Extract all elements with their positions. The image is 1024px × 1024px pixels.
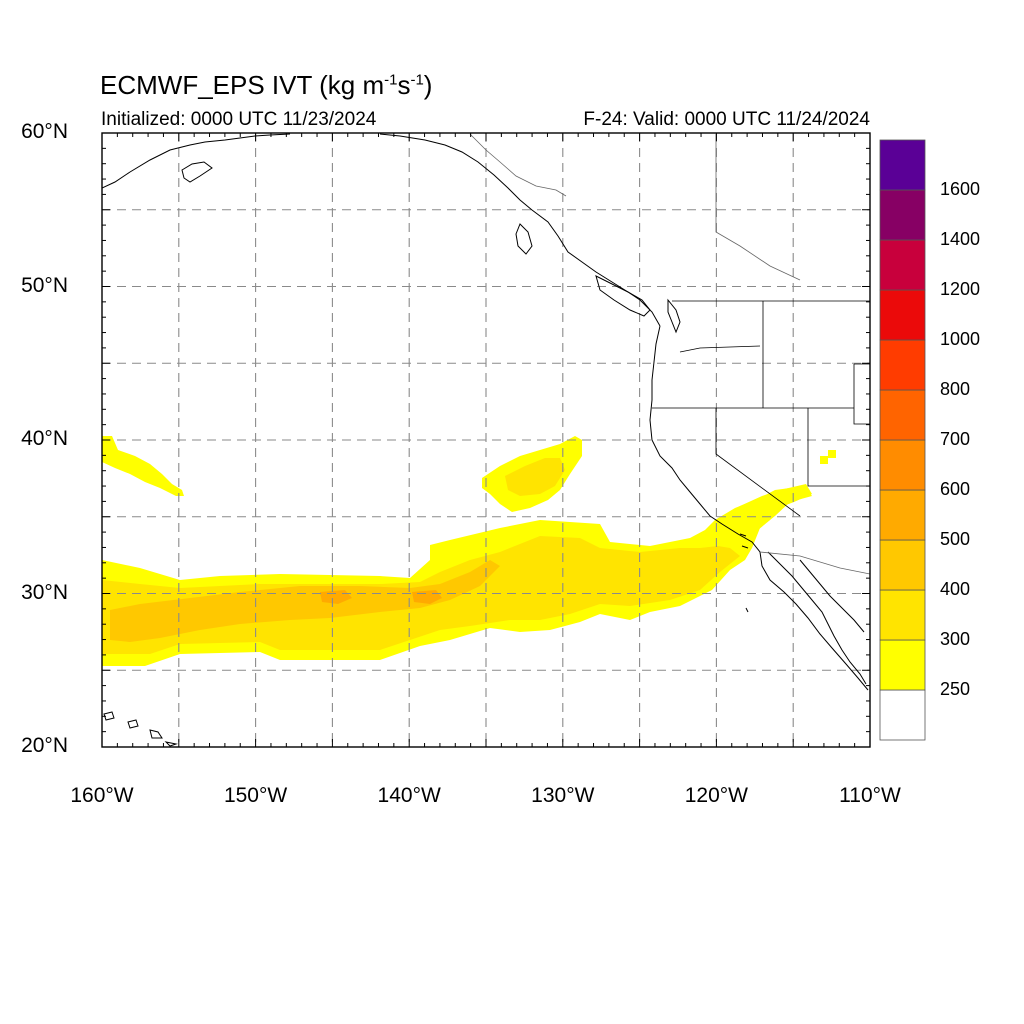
haida-gwaii — [515, 223, 533, 255]
colorbar-swatch — [879, 189, 926, 241]
colorbar-label: 1400 — [940, 229, 981, 249]
colorbar-label: 300 — [940, 629, 971, 649]
ar-band-inner — [110, 560, 500, 642]
vancouver-island — [595, 275, 651, 317]
alaska-coast — [102, 133, 291, 189]
lon-label: 130°W — [531, 784, 595, 807]
colorbar-label: 250 — [940, 679, 971, 699]
colorbar-swatch — [879, 239, 926, 291]
colorbar-label: 600 — [940, 479, 971, 499]
colorbar-label: 400 — [940, 579, 971, 599]
tick-marks — [101, 132, 871, 748]
colorbar — [879, 139, 926, 741]
coastlines — [102, 133, 870, 747]
puget-sound — [667, 298, 681, 334]
lon-label: 110°W — [839, 784, 901, 807]
colorbar-swatch — [879, 389, 926, 441]
colorbar-label: 800 — [940, 379, 971, 399]
lon-label: 140°W — [377, 784, 441, 807]
colorbar-swatch — [879, 139, 926, 191]
colorbar-label: 1600 — [940, 179, 981, 199]
colorbar-swatch — [879, 439, 926, 491]
us-state-borders — [652, 301, 870, 517]
gulf-of-california — [799, 559, 865, 633]
ivt-cell — [820, 456, 828, 464]
lat-label: 60°N — [21, 120, 68, 143]
mexico-border — [759, 551, 870, 575]
baja-peninsula — [767, 551, 867, 685]
colorbar-label: 500 — [940, 529, 971, 549]
lon-label: 120°W — [684, 784, 749, 807]
lat-label: 50°N — [21, 273, 68, 297]
initialized-time: Initialized: 0000 UTC 11/23/2024 — [101, 109, 377, 130]
lon-label: 150°W — [223, 784, 288, 807]
colorbar-label: 1200 — [940, 279, 981, 299]
lat-label: 30°N — [21, 580, 68, 604]
lon-label: 160°W — [70, 784, 134, 807]
ivt-shading — [102, 436, 836, 666]
ivt-blob-northwest — [102, 436, 184, 496]
colorbar-swatch — [879, 689, 926, 741]
colorbar-swatch — [879, 639, 926, 691]
kodiak-island — [181, 161, 213, 183]
colorbar-label: 700 — [940, 429, 971, 449]
valid-time: F-24: Valid: 0000 UTC 11/24/2024 — [583, 109, 870, 130]
ivt-blob-central-core — [505, 458, 565, 496]
ar-extension-northeast — [720, 484, 812, 530]
lat-label: 20°N — [21, 734, 68, 757]
gridlines — [102, 133, 870, 747]
lat-label: 40°N — [21, 427, 68, 450]
colorbar-swatch — [879, 489, 926, 541]
hawaii-islands — [103, 711, 178, 747]
colorbar-swatch — [879, 339, 926, 391]
colorbar-swatch — [879, 539, 926, 591]
colorbar-label: 1000 — [940, 329, 981, 349]
colorbar-swatch — [879, 589, 926, 641]
channel-islands — [739, 533, 749, 613]
map-title: ECMWF_EPS IVT (kg m-1s-1) — [100, 70, 433, 100]
us-west-coast — [649, 325, 869, 691]
colorbar-swatch — [879, 289, 926, 341]
canada-boundary — [469, 133, 801, 281]
gulf-of-alaska-coast — [379, 133, 661, 327]
ivt-cell — [828, 450, 836, 458]
